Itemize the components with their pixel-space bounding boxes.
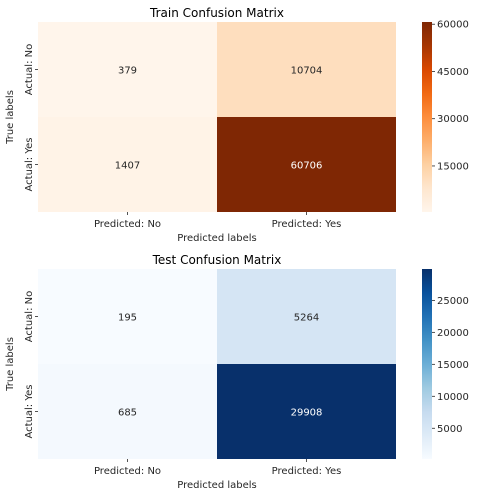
heatmap-cell — [217, 117, 396, 212]
colorbar-tick-label: 5000 — [437, 424, 462, 435]
cell-value-label: 29908 — [291, 408, 323, 419]
heatmap-cell — [217, 269, 396, 364]
y-axis-label: True labels — [5, 337, 16, 392]
cell-value-label: 195 — [118, 313, 137, 324]
colorbar-tick-label: 15000 — [437, 360, 469, 371]
colorbar-tick-label: 45000 — [437, 67, 469, 78]
x-tick-label: Predicted: No — [94, 219, 161, 230]
test-heatmap: 195 5264 685 29908 Test Confusion Matrix Pred… — [5, 253, 469, 491]
colorbar — [422, 269, 432, 459]
cell-value-label: 685 — [118, 408, 137, 419]
chart-title: Train Confusion Matrix — [149, 6, 284, 20]
colorbar — [422, 22, 432, 212]
heatmap-cell — [38, 364, 217, 459]
heatmap-cell — [217, 22, 396, 117]
heatmap-cell — [38, 269, 217, 364]
colorbar-tick-label: 60000 — [437, 20, 469, 31]
y-tick-label: Actual: Yes — [24, 384, 35, 438]
colorbar-tick-label: 30000 — [437, 114, 469, 125]
cell-value-label: 1407 — [115, 161, 140, 172]
colorbar-tick-label: 25000 — [437, 296, 469, 307]
train-heatmap: 379 10704 1407 60706 Train Confusion Matrix P… — [5, 6, 469, 244]
cell-value-label: 60706 — [291, 161, 323, 172]
y-tick-label: Actual: No — [24, 44, 35, 95]
colorbar-tick-label: 10000 — [437, 392, 469, 403]
y-tick-label: Actual: No — [24, 291, 35, 342]
heatmap-cell — [38, 22, 217, 117]
x-axis-label: Predicted labels — [177, 233, 257, 244]
heatmap-cell — [217, 364, 396, 459]
colorbar-tick-label: 15000 — [437, 161, 469, 172]
y-tick-label: Actual: Yes — [24, 137, 35, 191]
cell-value-label: 5264 — [294, 313, 319, 324]
x-tick-label: Predicted: Yes — [272, 466, 342, 477]
chart-title: Test Confusion Matrix — [152, 253, 282, 267]
cell-value-label: 10704 — [291, 66, 323, 77]
x-tick-label: Predicted: No — [94, 466, 161, 477]
heatmap-cell — [38, 117, 217, 212]
y-axis-label: True labels — [5, 90, 16, 145]
x-axis-label: Predicted labels — [177, 480, 257, 491]
x-tick-label: Predicted: Yes — [272, 219, 342, 230]
cell-value-label: 379 — [118, 66, 137, 77]
colorbar-tick-label: 20000 — [437, 328, 469, 339]
